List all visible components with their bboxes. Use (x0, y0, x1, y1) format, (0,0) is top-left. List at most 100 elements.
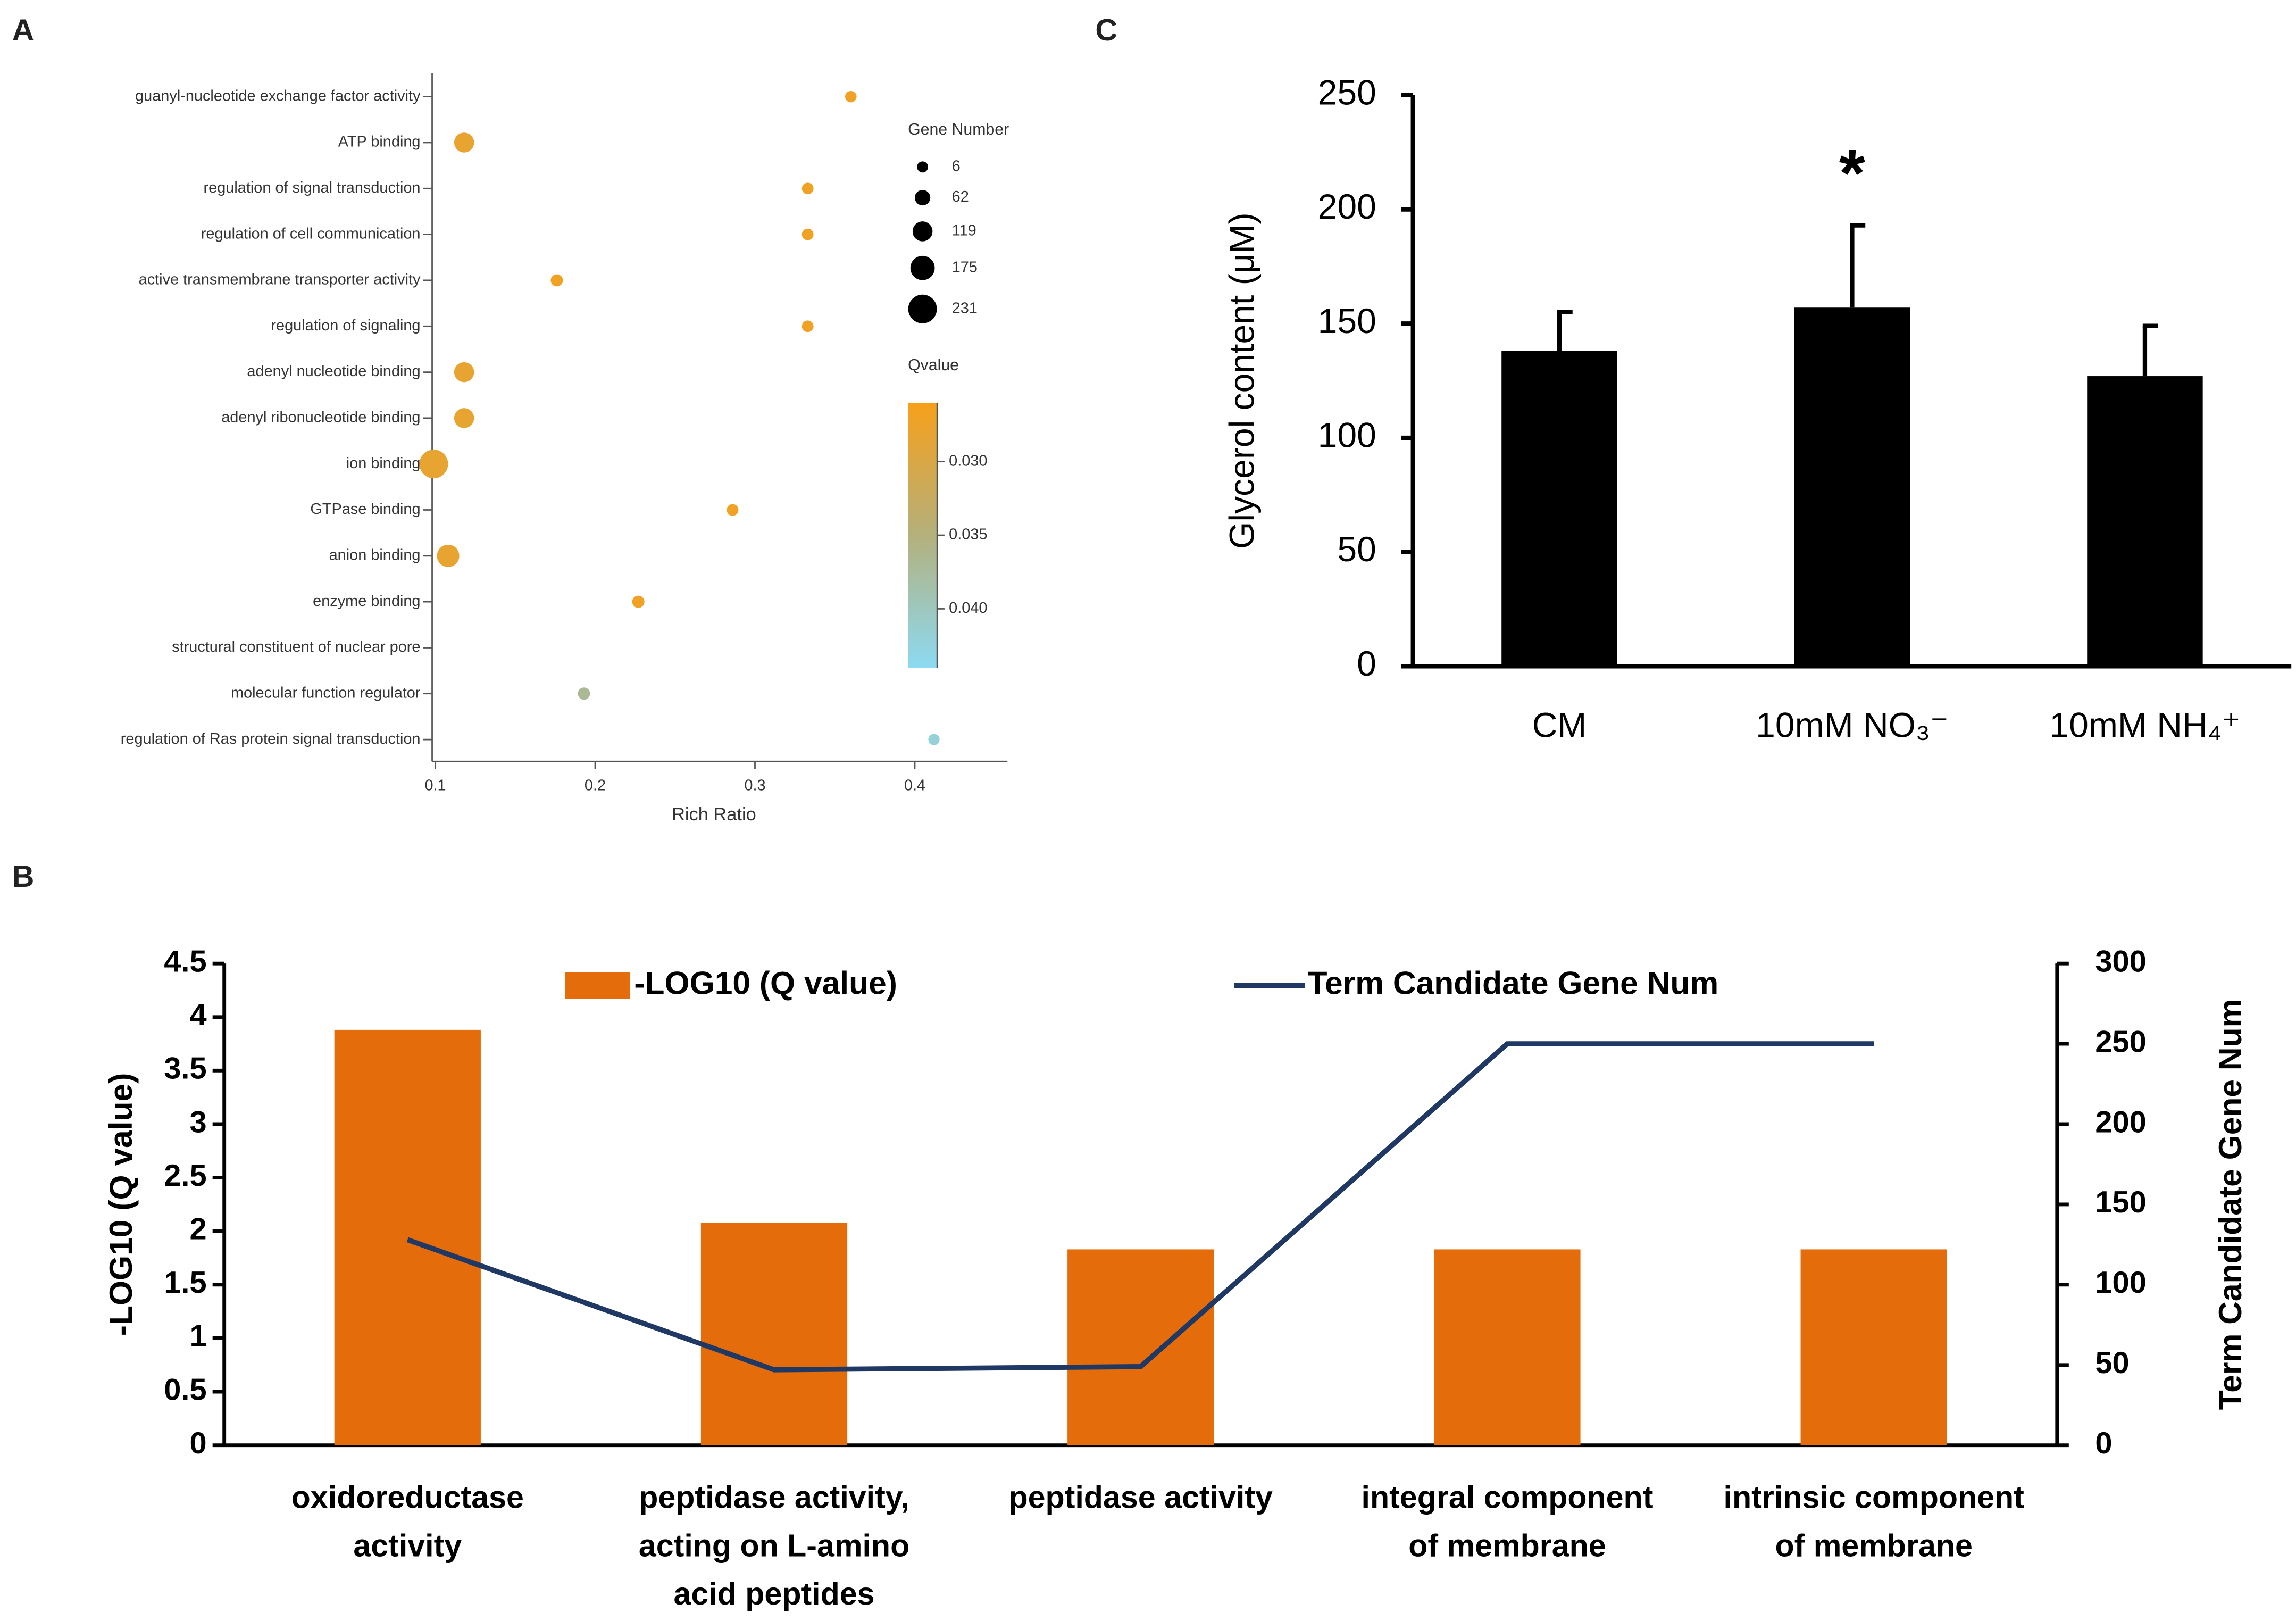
x-tick-label: 0.4 (904, 777, 925, 794)
point (454, 362, 474, 383)
x-tick-label: 10mM NO₃⁻ (1756, 705, 1949, 744)
y2-tick-label: 150 (2095, 1185, 2146, 1219)
point (454, 408, 474, 428)
y-tick-label: 200 (1318, 187, 1376, 226)
x-tick-label: peptidase activity (1009, 1479, 1273, 1515)
y-tick-label: 50 (1337, 529, 1376, 569)
size-legend-label: 175 (952, 259, 978, 276)
y-axis-label: Glycerol content (μM) (1222, 212, 1262, 549)
bar (1794, 307, 1910, 667)
bar (1501, 351, 1617, 667)
x-axis-label: Rich Ratio (672, 804, 756, 825)
point (578, 687, 590, 700)
y2-tick-label: 0 (2095, 1426, 2112, 1460)
bar (700, 1223, 848, 1445)
x-tick-label: 0.3 (744, 777, 765, 794)
y2-tick-label: 250 (2095, 1025, 2146, 1059)
x-tick-label: CM (1532, 705, 1587, 744)
size-legend-label: 62 (952, 188, 969, 205)
point (801, 228, 814, 240)
y-tick-label: adenyl ribonucleotide binding (221, 409, 420, 426)
size-legend-marker (917, 161, 929, 173)
y-tick-label: 3 (189, 1105, 206, 1139)
y2-axis-label: Term Candidate Gene Num (2212, 999, 2248, 1410)
size-legend-label: 119 (952, 222, 976, 239)
bar (2087, 376, 2203, 667)
size-legend-marker (912, 221, 933, 242)
bar (334, 1029, 481, 1445)
y-tick-label: 2 (189, 1212, 206, 1246)
legend-swatch (565, 972, 630, 999)
point (801, 320, 814, 332)
point (550, 274, 563, 287)
point (632, 595, 645, 608)
x-tick-label: integral component of membrane (1362, 1479, 1654, 1563)
y-tick-label: molecular function regulator (231, 684, 421, 701)
y2-tick-label: 300 (2095, 944, 2146, 978)
y2-tick-label: 100 (2095, 1266, 2146, 1300)
colorbar-tick-label: 0.040 (949, 600, 987, 617)
legend-label: -LOG10 (Q value) (634, 965, 897, 1001)
line (406, 1041, 1874, 1373)
y-tick-label: structural constituent of nuclear pore (172, 638, 420, 655)
size-legend-title: Gene Number (908, 121, 1009, 138)
y-tick-label: 100 (1318, 415, 1376, 454)
y-tick-label: 4.5 (164, 944, 206, 978)
x-tick-label: peptidase activity, acting on L-amino acid… (639, 1479, 909, 1611)
y2-tick-label: 50 (2095, 1346, 2129, 1380)
size-legend-label: 231 (952, 300, 978, 317)
point (454, 132, 474, 153)
y-tick-label: ATP binding (338, 134, 421, 151)
y2-tick-label: 200 (2095, 1105, 2146, 1139)
point (928, 734, 940, 745)
x-tick-label: 10mM NH₄⁺ (2049, 705, 2240, 744)
size-legend-label: 6 (952, 157, 961, 174)
panel-label: C (1095, 13, 1117, 47)
y-tick-label: 0 (189, 1426, 206, 1460)
size-legend-marker (915, 190, 931, 206)
point (437, 544, 460, 567)
x-tick-label: 0.2 (585, 777, 606, 794)
y-tick-label: adenyl nucleotide binding (247, 363, 420, 380)
bar (1067, 1249, 1214, 1445)
annotation: * (1839, 135, 1866, 211)
color-legend-title: Qvalue (908, 356, 959, 374)
y-axis-label: -LOG10 (Q value) (103, 1073, 139, 1336)
y-tick-label: enzyme binding (313, 593, 420, 610)
y-tick-label: 0.5 (164, 1373, 206, 1407)
legend-label: Term Candidate Gene Num (1308, 965, 1719, 1001)
y-tick-label: 2.5 (164, 1159, 206, 1193)
point (845, 90, 857, 103)
y-tick-label: ion binding (346, 455, 421, 472)
x-tick-label: 0.1 (424, 777, 446, 794)
point (727, 504, 739, 516)
y-tick-label: guanyl-nucleotide exchange factor activi… (135, 87, 421, 104)
size-legend-marker (908, 294, 937, 323)
panel-label: A (12, 13, 35, 47)
bar (1800, 1249, 1947, 1445)
point (801, 182, 814, 195)
y-tick-label: GTPase binding (310, 501, 420, 518)
x-tick-label: intrinsic component of membrane (1724, 1479, 2024, 1563)
y-tick-label: 3.5 (164, 1052, 206, 1086)
colorbar-tick-label: 0.030 (949, 452, 987, 469)
y-tick-label: 1 (189, 1319, 206, 1353)
y-tick-label: 1.5 (164, 1266, 206, 1300)
y-tick-label: 0 (1357, 644, 1376, 683)
y-tick-label: 4 (189, 998, 206, 1032)
y-tick-label: regulation of Ras protein signal transdu… (121, 730, 421, 747)
y-tick-label: regulation of signaling (271, 317, 420, 334)
y-tick-label: active transmembrane transporter activit… (139, 271, 421, 288)
colorbar-tick-label: 0.035 (949, 526, 987, 543)
y-tick-label: 250 (1318, 72, 1376, 112)
y-tick-label: 150 (1318, 301, 1376, 340)
y-tick-label: regulation of cell communication (201, 225, 421, 242)
y-tick-label: regulation of signal transduction (204, 179, 421, 196)
colorbar (908, 402, 938, 668)
bar (1434, 1249, 1581, 1445)
panel-label: B (12, 860, 35, 894)
size-legend-marker (910, 255, 935, 280)
point (419, 450, 448, 479)
